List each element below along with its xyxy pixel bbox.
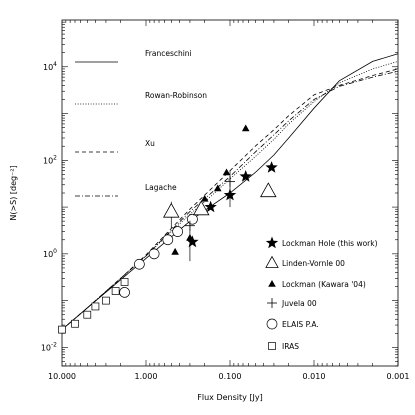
data-point-open-square xyxy=(111,287,120,295)
x-tick-label: 0.100 xyxy=(219,372,242,381)
y-tick-label: 102 xyxy=(43,154,57,165)
x-tick-label: 1.000 xyxy=(135,372,158,381)
y-tick-exponent: 2 xyxy=(53,154,57,161)
legend-model-label: Lagache xyxy=(145,183,177,192)
data-point-open-circle xyxy=(148,248,160,260)
data-point-filled-triangle xyxy=(213,184,222,192)
data-point-filled-triangle xyxy=(171,247,179,255)
legend-symbol-label: Lockman (Kawara '04) xyxy=(282,280,366,289)
data-point-open-square xyxy=(120,278,129,286)
y-axis-label: N(>S) [deg⁻²] xyxy=(9,165,18,220)
model-legend: Franceschini Rowan-Robinson Xu Lagache xyxy=(75,49,207,197)
symbol-legend: Lockman Hole (this work) Linden-Vornle 00… xyxy=(265,236,378,351)
x-tick-label: 0.010 xyxy=(303,372,326,381)
legend-symbol-filled-triangle xyxy=(268,280,276,287)
data-point-open-circle xyxy=(119,287,130,298)
legend-symbol-filled-star xyxy=(265,236,279,249)
legend-model-label: Xu xyxy=(145,139,155,148)
error-bars xyxy=(170,170,231,262)
data-point-open-triangle xyxy=(260,182,277,198)
y-tick-exponent: 4 xyxy=(53,61,57,68)
data-point-open-triangle xyxy=(192,200,210,216)
data-point-open-circle xyxy=(187,213,198,225)
data-point-filled-star xyxy=(265,161,278,173)
x-tick-label: 0.001 xyxy=(387,372,410,381)
legend-symbol-label: Juvela 00 xyxy=(281,299,317,308)
data-point-filled-star xyxy=(204,200,217,213)
data-point-open-circle xyxy=(172,226,183,237)
data-point-open-square xyxy=(71,319,79,328)
data-point-filled-triangle xyxy=(200,194,209,202)
data-point-open-square xyxy=(58,325,66,334)
legend-symbol-open-triangle xyxy=(265,255,279,268)
data-point-open-circle xyxy=(162,234,174,246)
data-point-open-square xyxy=(91,302,100,311)
y-tick-base: 10 xyxy=(43,250,53,259)
legend-symbol-open-square xyxy=(268,342,276,350)
legend-symbol-label: IRAS xyxy=(282,342,299,351)
y-tick-label: 104 xyxy=(43,61,57,72)
legend-model-label: Rowan-Robinson xyxy=(145,91,207,100)
y-tick-exponent: 0 xyxy=(53,248,57,255)
data-points xyxy=(58,124,278,334)
y-tick-exponent: -2 xyxy=(51,341,57,348)
data-point-open-square xyxy=(102,296,110,305)
data-point-open-triangle xyxy=(163,202,180,218)
data-point-filled-star xyxy=(186,235,199,248)
data-point-open-square xyxy=(83,310,92,319)
data-point-plus xyxy=(225,176,235,187)
x-tick-label: 10.000 xyxy=(48,372,76,381)
y-tick-base: 10 xyxy=(43,63,53,72)
legend-symbol-label: Linden-Vornle 00 xyxy=(282,259,345,268)
x-axis-label: Flux Density [Jy] xyxy=(197,393,262,402)
legend-symbol-label: ELAIS P.A. xyxy=(282,320,319,329)
data-point-filled-star xyxy=(223,188,237,201)
y-tick-base: 10 xyxy=(43,156,53,165)
y-tick-label: 10-2 xyxy=(41,341,57,352)
x-tick-labels: 10.000 1.000 0.100 0.010 0.001 xyxy=(48,372,409,381)
legend-symbol-open-circle xyxy=(266,318,278,330)
data-point-plus xyxy=(184,220,195,231)
legend-symbol-plus xyxy=(267,298,277,308)
data-point-filled-triangle xyxy=(222,168,231,176)
legend-symbol-label: Lockman Hole (this work) xyxy=(282,239,378,248)
data-point-open-circle xyxy=(133,258,145,270)
y-tick-base: 10 xyxy=(41,343,51,352)
model-curve-rowan-robinson xyxy=(61,61,399,330)
data-point-filled-star xyxy=(239,170,252,182)
tick-marks xyxy=(62,20,399,367)
data-point-filled-triangle xyxy=(241,124,250,132)
y-tick-label: 100 xyxy=(43,248,57,259)
legend-model-label: Franceschini xyxy=(145,49,192,58)
